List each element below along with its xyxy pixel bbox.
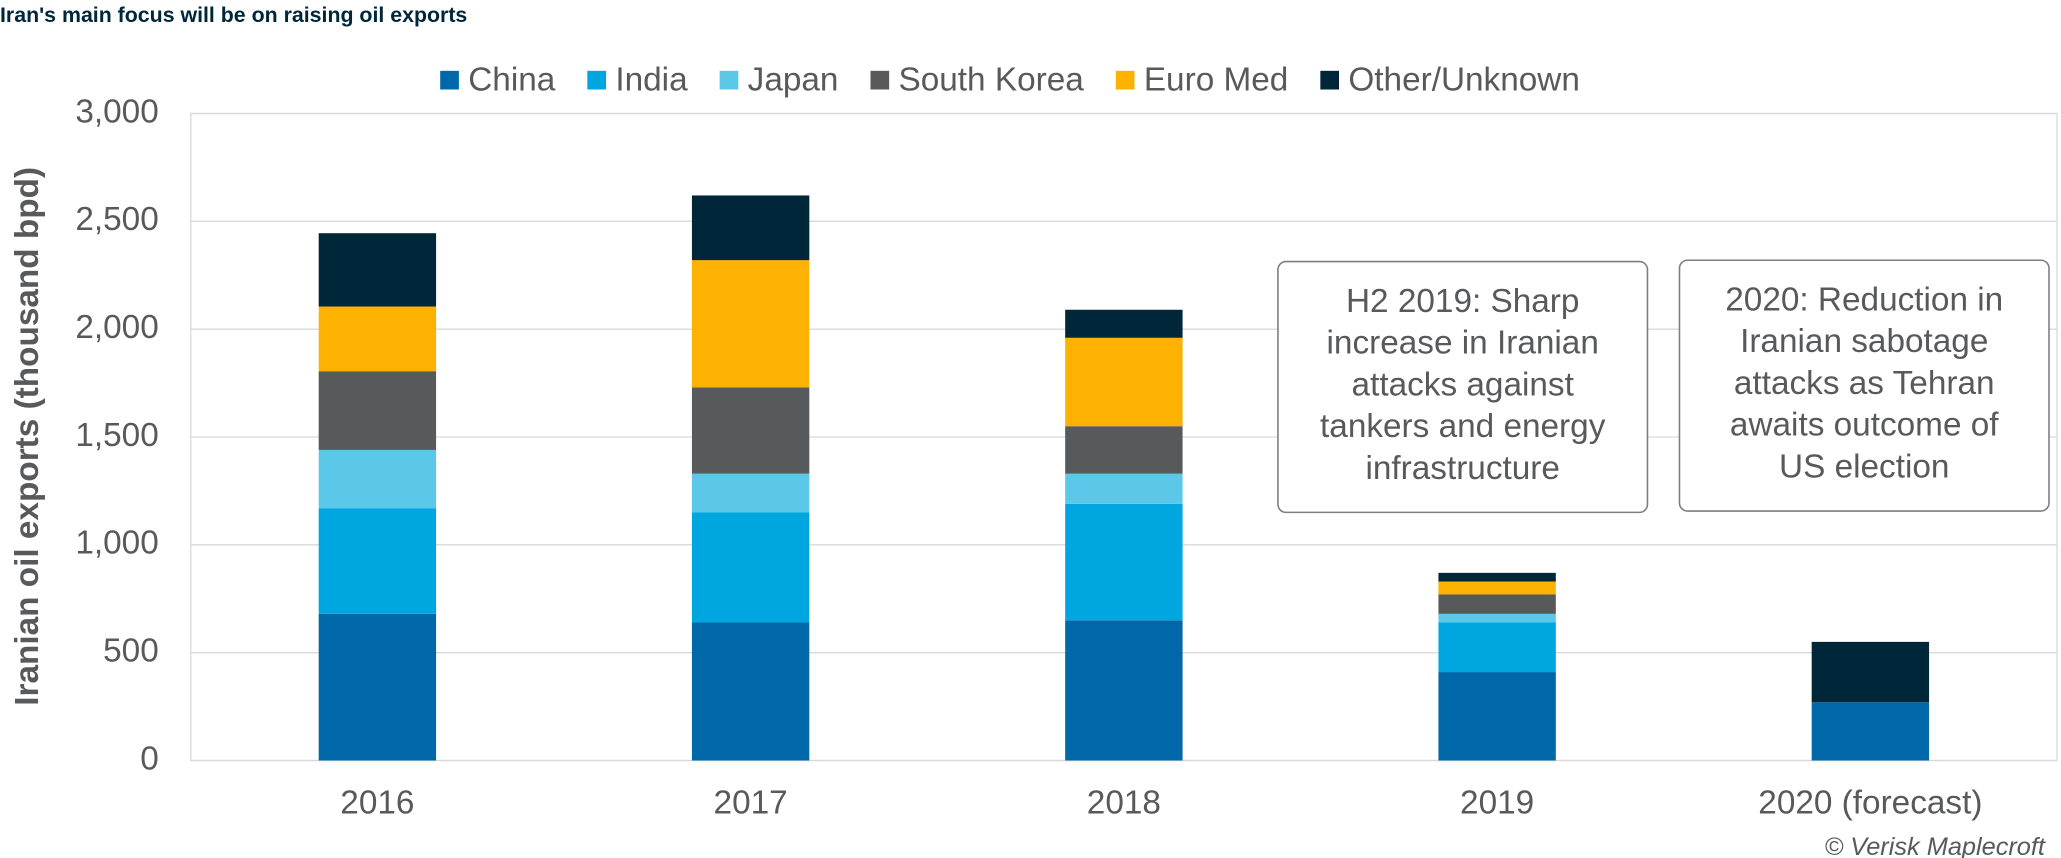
- x-tick-label: 2020 (forecast): [1758, 784, 1982, 821]
- annotation-text: awaits outcome of: [1730, 407, 1999, 444]
- annotation-box: [1277, 260, 1649, 514]
- bar-segment: [1065, 473, 1183, 504]
- y-tick-label: 1,500: [75, 417, 158, 454]
- bar-segment: [691, 387, 810, 474]
- bar-segment: [1438, 622, 1556, 673]
- legend-swatch: [1320, 70, 1340, 90]
- bar-segment: [318, 449, 437, 509]
- bar-segment: [691, 195, 810, 261]
- source: © Verisk Maplecroft: [1825, 833, 2046, 858]
- bar-segment: [1811, 641, 1930, 703]
- bar-segment: [1065, 620, 1183, 761]
- bar-segment: [1438, 613, 1556, 623]
- bar-segment: [318, 371, 437, 450]
- annotation-text: H2 2019: Sharp: [1346, 283, 1579, 320]
- legend-label: Other/Unknown: [1348, 61, 1580, 98]
- x-tick-label: 2016: [340, 784, 414, 821]
- bar-segment: [1811, 702, 1930, 761]
- bar-segment: [1065, 503, 1183, 621]
- annotation-text: attacks against: [1352, 366, 1575, 403]
- y-tick-label: 3,000: [75, 93, 158, 130]
- annotation-text: US election: [1779, 448, 1949, 485]
- bar-segment: [1438, 572, 1556, 582]
- legend-label: India: [615, 61, 688, 98]
- annotation-text: tankers and energy: [1320, 408, 1606, 445]
- bar-segment: [1065, 426, 1183, 474]
- y-tick-label: 1,000: [75, 525, 158, 562]
- legend-swatch: [870, 70, 890, 90]
- bar-segment: [691, 473, 810, 513]
- chart-title: Iran's main focus will be on raising oil…: [0, 3, 467, 27]
- x-tick-label: 2019: [1460, 784, 1534, 821]
- y-axis-label: Iranian oil exports (thousand bpd): [9, 167, 46, 706]
- legend-swatch: [719, 70, 739, 90]
- y-tick-label: 500: [103, 632, 159, 669]
- x-tick-label: 2018: [1087, 784, 1161, 821]
- bar-segment: [318, 508, 437, 614]
- bar-segment: [1438, 581, 1556, 595]
- bar-segment: [318, 613, 437, 761]
- bar-segment: [318, 306, 437, 372]
- legend-label: Euro Med: [1144, 61, 1289, 98]
- legend-label: Japan: [748, 61, 839, 98]
- bar-segment: [1438, 672, 1556, 761]
- bar-segment: [1438, 594, 1556, 614]
- y-tick-label: 0: [140, 740, 159, 777]
- annotation-text: increase in Iranian: [1327, 325, 1599, 362]
- annotation-text: Iranian sabotage: [1740, 323, 1988, 360]
- bar-segment: [691, 260, 810, 388]
- annotation-text: 2020: Reduction in: [1725, 281, 2003, 318]
- legend-swatch: [587, 70, 607, 90]
- legend-label: China: [468, 61, 556, 98]
- legend-swatch: [440, 70, 459, 90]
- legend-swatch: [1115, 70, 1135, 90]
- bar-segment: [691, 622, 810, 761]
- bar-segment: [1065, 309, 1183, 338]
- annotation-box: [1678, 259, 2050, 512]
- bar-segment: [318, 233, 437, 307]
- y-tick-label: 2,500: [75, 201, 158, 238]
- annotation-text: infrastructure: [1365, 450, 1560, 487]
- bar-segment: [691, 512, 810, 623]
- bar-segment: [1065, 337, 1183, 427]
- y-tick-label: 2,000: [75, 309, 158, 346]
- x-tick-label: 2017: [714, 784, 788, 821]
- annotation-text: attacks as Tehran: [1734, 365, 1995, 402]
- legend-label: South Korea: [899, 61, 1085, 98]
